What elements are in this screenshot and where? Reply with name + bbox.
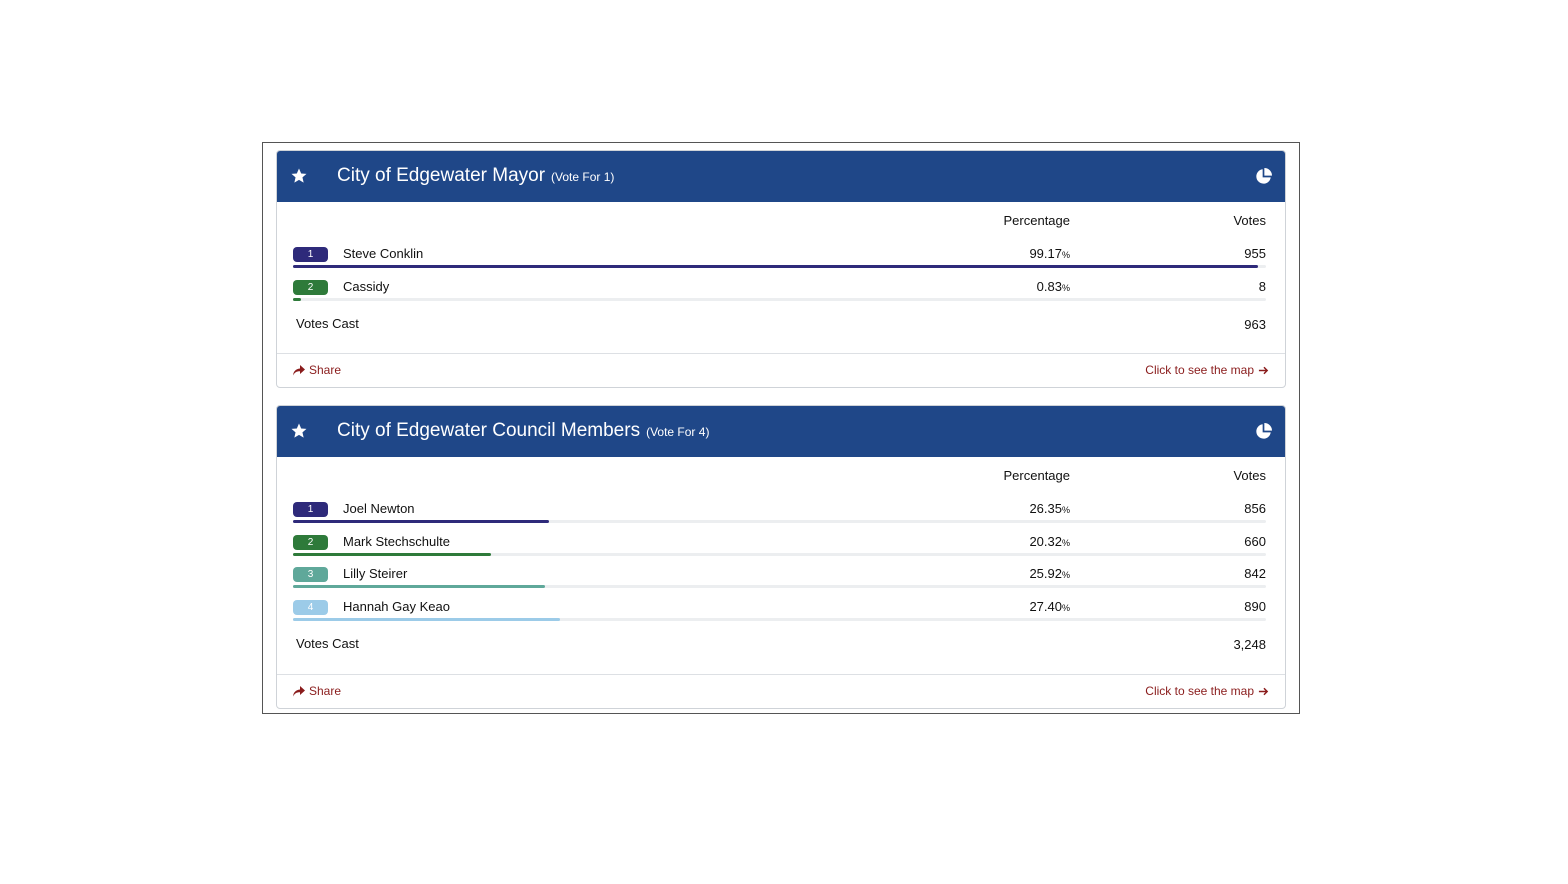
rank-badge: 3 [293,567,328,582]
candidate-name: Lilly Steirer [343,566,408,581]
percentage-bar-fill [293,297,302,301]
share-link[interactable]: Share [293,684,341,698]
vote-for-label: (Vote For 4) [646,425,710,439]
star-icon[interactable] [290,422,308,440]
candidate-percentage: 0.83% [1036,278,1070,294]
race-card-mayor: City of Edgewater Mayor (Vote For 1) Perc… [276,150,1286,388]
votes-cast-label: Votes Cast [296,636,359,651]
votes-cast-total: 3,248 [1233,637,1266,652]
vote-for-label: (Vote For 1) [551,170,615,184]
percentage-bar-track [293,520,1266,523]
candidate-percentage: 26.35% [1029,501,1070,516]
percentage-bar-track [293,297,1266,301]
percentage-bar-fill [293,585,546,588]
candidate-votes: 660 [1244,533,1266,549]
candidate-row: 4 Hannah Gay Keao 27.40% 890 [277,592,1285,625]
candidate-row: 1 Steve Conklin 99.17% 955 [277,239,1285,272]
candidate-votes: 8 [1258,278,1266,294]
rank-badge: 1 [293,247,328,262]
percentage-bar-fill [293,617,560,621]
candidate-row: 2 Cassidy 0.83% 8 [277,272,1285,305]
percentage-bar-track [293,552,1266,556]
percentage-bar-fill [293,265,1258,268]
pie-chart-icon[interactable] [1255,168,1272,185]
votes-header: Votes [1233,213,1266,228]
candidate-row: 2 Mark Stechschulte 20.32% 660 [277,527,1285,560]
candidate-votes: 890 [1244,598,1266,614]
candidate-name: Joel Newton [343,501,415,516]
percentage-bar-track [293,585,1266,588]
race-title: City of Edgewater Council Members (Vote F… [337,420,710,441]
star-icon[interactable] [290,167,308,185]
candidate-votes: 856 [1244,501,1266,516]
votes-cast-row: Votes Cast 963 [277,304,1285,348]
candidate-list: 1 Joel Newton 26.35% 856 2 Mark Stechschulte 2… [277,494,1285,624]
race-header: City of Edgewater Council Members (Vote F… [277,406,1285,457]
results-frame: City of Edgewater Mayor (Vote For 1) Perc… [262,142,1300,714]
rank-badge: 2 [293,279,328,295]
column-headers: Percentage Votes [277,202,1285,239]
race-title: City of Edgewater Mayor (Vote For 1) [337,165,615,186]
votes-header: Votes [1233,468,1266,483]
pie-chart-icon[interactable] [1255,423,1272,440]
race-card-council: City of Edgewater Council Members (Vote F… [276,405,1286,709]
race-footer: Share Click to see the map [277,674,1285,708]
candidate-votes: 955 [1244,246,1266,261]
percentage-bar-fill [293,552,491,556]
candidate-name: Mark Stechschulte [343,533,450,549]
votes-cast-label: Votes Cast [296,316,359,331]
candidate-percentage: 25.92% [1029,566,1070,581]
candidate-votes: 842 [1244,566,1266,581]
percentage-header: Percentage [1003,468,1071,483]
rank-badge: 4 [293,599,328,615]
rank-badge: 2 [293,534,328,550]
votes-cast-total: 963 [1244,317,1266,332]
race-header: City of Edgewater Mayor (Vote For 1) [277,151,1285,202]
candidate-list: 1 Steve Conklin 99.17% 955 2 Cassidy 0.83% 8 [277,239,1285,304]
percentage-header: Percentage [1003,213,1071,228]
percentage-bar-track [293,617,1266,621]
percentage-bar-fill [293,520,550,523]
share-icon [293,364,305,375]
candidate-percentage: 99.17% [1029,246,1070,261]
candidate-percentage: 27.40% [1029,598,1070,614]
arrow-right-icon [1258,366,1269,374]
candidate-name: Hannah Gay Keao [343,598,450,614]
votes-cast-row: Votes Cast 3,248 [277,624,1285,668]
candidate-name: Cassidy [343,278,390,294]
share-icon [293,685,305,696]
percentage-bar-track [293,265,1266,268]
candidate-row: 3 Lilly Steirer 25.92% 842 [277,559,1285,592]
column-headers: Percentage Votes [277,457,1285,494]
arrow-right-icon [1258,687,1269,695]
candidate-name: Steve Conklin [343,246,424,261]
candidate-row: 1 Joel Newton 26.35% 856 [277,494,1285,527]
see-map-link[interactable]: Click to see the map [1145,684,1269,698]
see-map-link[interactable]: Click to see the map [1145,363,1269,377]
candidate-percentage: 20.32% [1029,533,1070,549]
race-footer: Share Click to see the map [277,353,1285,387]
rank-badge: 1 [293,502,328,517]
share-link[interactable]: Share [293,363,341,377]
